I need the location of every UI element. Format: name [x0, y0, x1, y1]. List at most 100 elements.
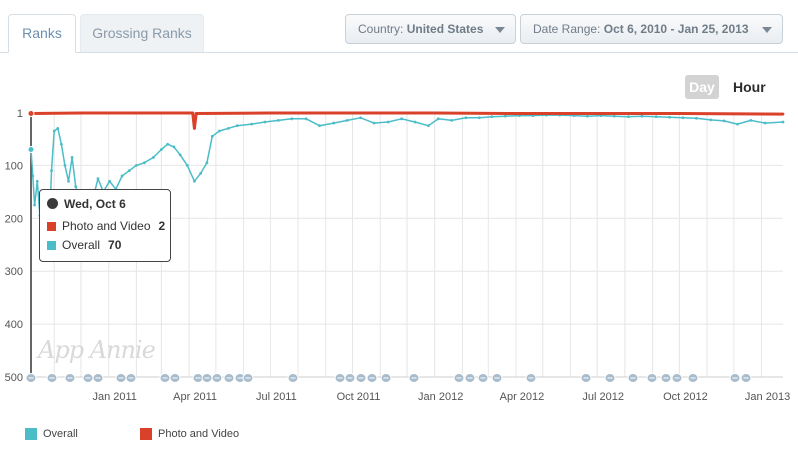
- hour-toggle-button[interactable]: Hour: [733, 79, 766, 95]
- data-point: [205, 161, 209, 165]
- data-point: [514, 112, 518, 115]
- data-point: [668, 115, 671, 119]
- globe-icon: [47, 198, 58, 210]
- x-tick-label: Apr 2011: [173, 391, 217, 403]
- event-flag-icon[interactable]: [453, 373, 465, 383]
- data-point: [56, 126, 60, 130]
- data-point: [586, 114, 589, 118]
- data-point: [400, 117, 404, 121]
- data-point: [63, 163, 67, 167]
- data-point: [612, 114, 616, 118]
- data-point: [159, 148, 163, 151]
- event-flag-icon[interactable]: [223, 373, 235, 383]
- event-flag-icon[interactable]: [25, 373, 37, 383]
- event-flag-icon[interactable]: [525, 373, 537, 383]
- y-tick-label: 300: [5, 266, 23, 278]
- data-point: [185, 163, 189, 167]
- data-point: [763, 121, 767, 125]
- data-point: [263, 120, 267, 124]
- event-flag-icon[interactable]: [287, 373, 299, 383]
- data-point: [151, 156, 155, 159]
- data-point: [268, 111, 272, 115]
- event-flag-icon[interactable]: [408, 373, 420, 383]
- data-point: [120, 174, 124, 178]
- event-flag-icon[interactable]: [125, 373, 137, 383]
- data-point: [332, 121, 336, 125]
- event-flag-icon[interactable]: [159, 373, 171, 383]
- x-tick-label: Oct 2011: [337, 391, 381, 403]
- data-point: [345, 119, 349, 122]
- event-flag-icon[interactable]: [627, 373, 639, 383]
- event-flag-icon[interactable]: [380, 373, 392, 383]
- country-dropdown[interactable]: Country: United States: [345, 14, 516, 44]
- x-tick-label: Jan 2013: [745, 391, 790, 403]
- country-label: Country:: [358, 22, 404, 36]
- event-flag-icon[interactable]: [201, 373, 213, 383]
- data-point: [654, 115, 658, 119]
- data-point: [31, 174, 35, 178]
- day-toggle-button[interactable]: Day: [685, 75, 719, 99]
- event-flag-icon[interactable]: [687, 373, 699, 383]
- y-tick-label: 1: [17, 108, 23, 120]
- data-point: [386, 120, 390, 124]
- tab-grossing-ranks[interactable]: Grossing Ranks: [80, 14, 204, 52]
- legend-item-photo-and-video[interactable]: Photo and Video: [140, 428, 239, 442]
- event-flag-icon[interactable]: [646, 373, 658, 383]
- data-point: [749, 119, 753, 122]
- data-point: [143, 161, 146, 165]
- event-flag-icon[interactable]: [92, 373, 104, 383]
- data-point: [191, 111, 195, 115]
- event-flag-icon[interactable]: [604, 373, 616, 383]
- data-point: [781, 112, 785, 116]
- event-flag-icon[interactable]: [580, 373, 592, 383]
- event-flag-icon[interactable]: [477, 373, 489, 383]
- event-flag-icon[interactable]: [242, 373, 254, 383]
- x-tick-label: Oct 2012: [663, 391, 708, 403]
- x-tick-label: Jul 2012: [582, 391, 624, 403]
- event-flag-icon[interactable]: [169, 373, 181, 383]
- date-range-value: Oct 6, 2010 - Jan 25, 2013: [603, 22, 749, 36]
- tooltip-name-photo: Photo and Video: [62, 219, 151, 233]
- event-flag-icon[interactable]: [729, 373, 741, 383]
- data-point: [127, 169, 131, 173]
- data-point: [722, 119, 726, 123]
- event-flag-icon[interactable]: [660, 373, 672, 383]
- data-point: [166, 142, 170, 146]
- tooltip-name-overall: Overall: [62, 238, 101, 252]
- data-point: [372, 121, 376, 125]
- data-point: [74, 185, 78, 188]
- event-flag-icon[interactable]: [211, 373, 223, 383]
- data-point: [226, 126, 230, 130]
- event-flag-icon[interactable]: [671, 373, 683, 383]
- date-range-label: Date Range:: [533, 22, 601, 36]
- event-flag-icon[interactable]: [334, 373, 346, 383]
- data-point: [413, 120, 417, 124]
- event-flag-icon[interactable]: [344, 373, 356, 383]
- data-point: [694, 116, 698, 120]
- event-flag-icon[interactable]: [464, 373, 476, 383]
- event-flag-icon[interactable]: [366, 373, 378, 383]
- event-flag-icon[interactable]: [46, 373, 58, 383]
- event-flag-icon[interactable]: [64, 373, 76, 383]
- date-range-dropdown[interactable]: Date Range: Oct 6, 2010 - Jan 25, 2013: [520, 14, 783, 44]
- tooltip-date: Wed, Oct 6: [64, 197, 126, 211]
- tab-ranks[interactable]: Ranks: [8, 14, 76, 53]
- data-point: [108, 179, 111, 183]
- y-tick-label: 400: [5, 319, 23, 331]
- data-point: [427, 124, 430, 128]
- event-flag-icon[interactable]: [82, 373, 94, 383]
- legend-item-overall[interactable]: Overall: [25, 428, 78, 442]
- x-tick-label: Jan 2012: [418, 391, 463, 403]
- data-point: [490, 115, 494, 119]
- event-flag-icon[interactable]: [740, 373, 752, 383]
- data-point: [52, 129, 56, 133]
- event-flag-icon[interactable]: [355, 373, 367, 383]
- tab-bar: Ranks Grossing Ranks Country: United Sta…: [0, 0, 798, 53]
- data-point: [450, 119, 454, 122]
- data-point: [736, 122, 739, 126]
- event-flag-icon[interactable]: [115, 373, 127, 383]
- data-point: [35, 179, 39, 183]
- data-point: [235, 124, 239, 128]
- data-point: [79, 111, 83, 115]
- event-flag-icon[interactable]: [491, 373, 503, 383]
